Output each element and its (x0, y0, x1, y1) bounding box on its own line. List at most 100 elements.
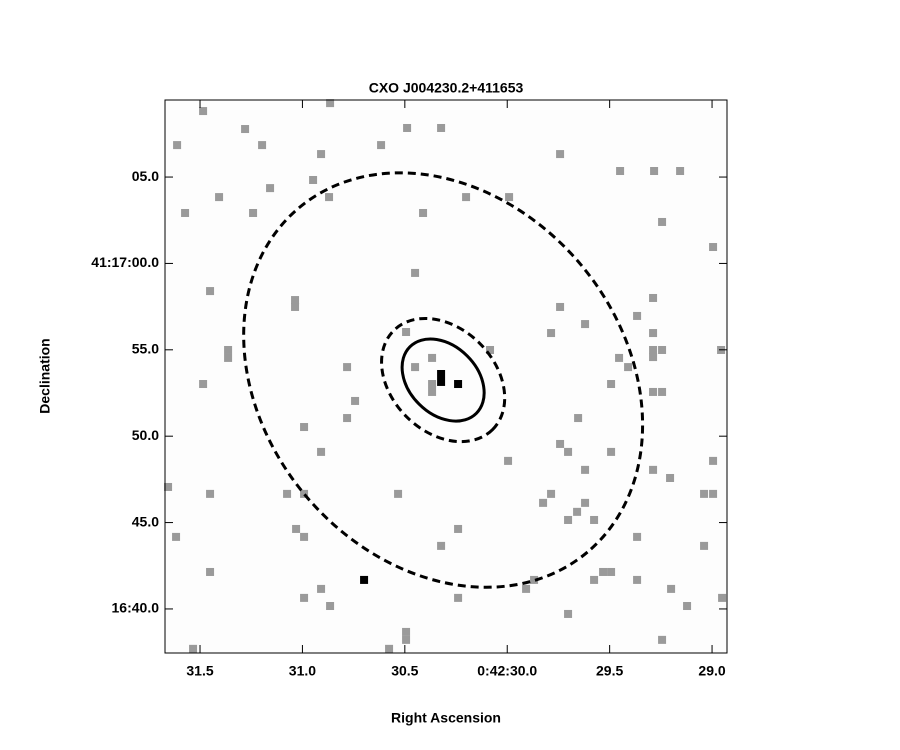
pixel (428, 380, 437, 389)
pixel (300, 489, 309, 498)
pixel (547, 329, 556, 338)
pixel (556, 150, 565, 159)
pixel (556, 302, 565, 311)
pixel (172, 532, 181, 541)
pixel (564, 609, 573, 618)
pixel (300, 532, 309, 541)
x-tick-label: 29.0 (698, 663, 725, 679)
pixel (325, 193, 334, 202)
pixel (658, 345, 667, 354)
pixel (649, 345, 658, 354)
pixel (343, 414, 352, 423)
pixel (581, 498, 590, 507)
y-tick-label: 45.0 (132, 513, 159, 529)
pixel (462, 193, 471, 202)
pixel (291, 302, 300, 311)
pixel (573, 507, 582, 516)
pixel (164, 482, 173, 491)
x-tick-label: 30.5 (391, 663, 418, 679)
pixel (300, 593, 309, 602)
pixel (633, 575, 642, 584)
pixel (291, 296, 300, 305)
chart-title: CXO J004230.2+411653 (369, 80, 524, 96)
x-tick-label: 0:42:30.0 (477, 663, 537, 679)
pixel (437, 377, 446, 386)
pixel (649, 329, 658, 338)
pixel (411, 268, 420, 277)
pixel (709, 456, 718, 465)
pixel (649, 293, 658, 302)
pixel (709, 489, 718, 498)
y-tick-label: 16:40.0 (112, 600, 160, 616)
y-axis-label: Declination (37, 338, 53, 413)
pixel (419, 208, 428, 217)
pixel (249, 208, 258, 217)
region-ellipse (400, 337, 486, 423)
pixel (590, 575, 599, 584)
pixel (649, 353, 658, 362)
pixel (309, 175, 318, 184)
pixel (411, 363, 420, 372)
pixel (504, 456, 513, 465)
pixel (633, 311, 642, 320)
pixel (607, 380, 616, 389)
pixel (599, 567, 608, 576)
pixel (700, 541, 709, 550)
pixel (215, 193, 224, 202)
x-tick-label: 31.0 (289, 663, 316, 679)
pixel (241, 125, 250, 134)
pixel (581, 320, 590, 329)
pixel (360, 575, 369, 584)
pixel (676, 167, 685, 176)
pixel (317, 584, 326, 593)
pixel (590, 515, 599, 524)
pixel (530, 575, 539, 584)
pixel (624, 363, 633, 372)
pixel (700, 489, 709, 498)
pixel (505, 193, 514, 202)
pixel (173, 141, 182, 150)
pixel (718, 593, 727, 602)
pixel (658, 217, 667, 226)
pixel (666, 473, 675, 482)
y-tick-label: 50.0 (132, 427, 159, 443)
pixel (547, 489, 556, 498)
pixel (206, 287, 215, 296)
pixel (326, 602, 335, 611)
pixel (385, 644, 394, 653)
pixel (224, 353, 233, 362)
pixel (649, 465, 658, 474)
pixel (283, 489, 292, 498)
pixel (258, 141, 267, 150)
pixel (539, 498, 548, 507)
pixel (650, 167, 659, 176)
pixel (633, 532, 642, 541)
pixel (317, 447, 326, 456)
pixel (658, 387, 667, 396)
pixel (402, 635, 411, 644)
pixel (206, 567, 215, 576)
pixel (454, 380, 463, 389)
pixel (564, 447, 573, 456)
region-ellipse (380, 316, 507, 444)
y-tick-label: 55.0 (132, 341, 159, 357)
pixel (300, 423, 309, 432)
pixel (649, 387, 658, 396)
pixel (709, 243, 718, 252)
pixel (437, 541, 446, 550)
pixel (343, 363, 352, 372)
pixel (377, 141, 386, 150)
y-tick-label: 05.0 (132, 168, 159, 184)
plot-frame (164, 99, 728, 654)
pixel (607, 567, 616, 576)
pixel (317, 150, 326, 159)
pixel (402, 627, 411, 636)
pixel (607, 447, 616, 456)
pixel (522, 584, 531, 593)
pixel (581, 465, 590, 474)
pixel (437, 123, 446, 132)
pixel (351, 396, 360, 405)
pixel (454, 593, 463, 602)
pixel (437, 369, 446, 378)
